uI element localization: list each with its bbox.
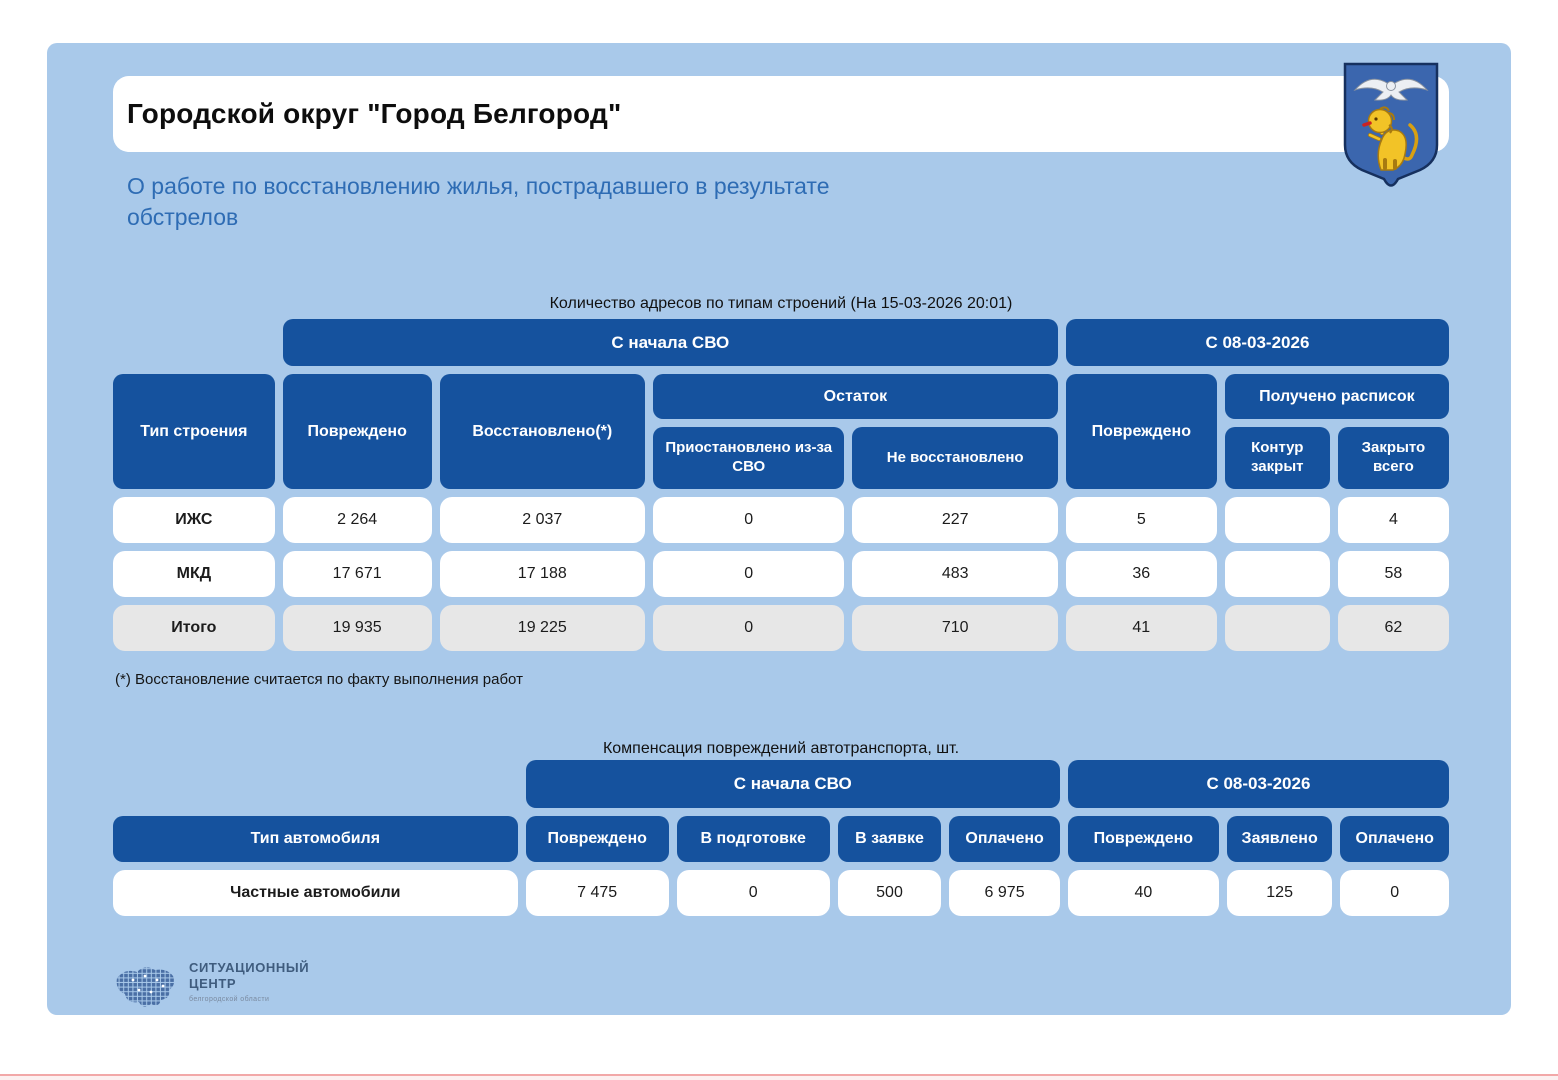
cell-mkd-damaged: 17 671 bbox=[282, 551, 432, 597]
bottom-accent-line bbox=[0, 1074, 1558, 1076]
cell-cars-declared: 125 bbox=[1226, 870, 1333, 916]
vehicles-table-title: Компенсация повреждений автотранспорта, … bbox=[602, 740, 960, 757]
cell-total-closed-total: 62 bbox=[1337, 605, 1449, 651]
cell-total-damaged: 19 935 bbox=[282, 605, 432, 651]
col-header-damaged-week: Повреждено bbox=[1067, 816, 1219, 862]
col-header-damaged: Повреждено bbox=[525, 816, 669, 862]
col-header-damaged-week: Повреждено bbox=[1065, 374, 1217, 489]
cell-cars-paid: 6 975 bbox=[949, 870, 1060, 916]
cell-izhs-damaged: 2 264 bbox=[282, 497, 432, 543]
row-total-label: Итого bbox=[113, 605, 275, 651]
page-title: Городской округ "Город Белгород" bbox=[127, 98, 622, 129]
col-header-contour-closed: Контур закрыт bbox=[1224, 427, 1330, 489]
row-mkd-label: МКД bbox=[113, 551, 275, 597]
col-header-in-application: В заявке bbox=[837, 816, 942, 862]
row-private-cars-label: Частные автомобили bbox=[113, 870, 518, 916]
col-header-damaged: Повреждено bbox=[282, 374, 432, 489]
cell-mkd-not-restored: 483 bbox=[852, 551, 1058, 597]
cell-izhs-damaged-week: 5 bbox=[1065, 497, 1217, 543]
col-header-paid: Оплачено bbox=[949, 816, 1060, 862]
cell-izhs-not-restored: 227 bbox=[852, 497, 1058, 543]
cell-total-damaged-week: 41 bbox=[1065, 605, 1217, 651]
report-card: Городской округ "Город Белгород" bbox=[47, 43, 1511, 1015]
region-map-icon bbox=[116, 967, 175, 1007]
col-header-suspended: Приостановлено из-за СВО bbox=[652, 427, 845, 489]
vehicles-table: С начала СВО С 08-03-2026 Тип автомобиля… bbox=[113, 760, 1449, 916]
col-header-declared: Заявлено bbox=[1226, 816, 1333, 862]
logo-subtitle: белгородской области bbox=[189, 995, 270, 1003]
group-header-since-date: С 08-03-2026 bbox=[1067, 760, 1449, 808]
cell-izhs-closed-total: 4 bbox=[1337, 497, 1449, 543]
title-bar: Городской округ "Город Белгород" bbox=[113, 76, 1449, 152]
col-header-restored: Восстановлено(*) bbox=[439, 374, 645, 489]
cell-mkd-suspended: 0 bbox=[652, 551, 845, 597]
cell-izhs-contour-closed bbox=[1224, 497, 1330, 543]
cell-mkd-closed-total: 58 bbox=[1337, 551, 1449, 597]
col-header-in-preparation: В подготовке bbox=[676, 816, 830, 862]
cell-mkd-restored: 17 188 bbox=[439, 551, 645, 597]
col-header-remainder: Остаток bbox=[652, 374, 1058, 419]
bottom-accent-tint bbox=[0, 1076, 1558, 1080]
cell-total-suspended: 0 bbox=[652, 605, 845, 651]
col-header-building-type: Тип строения bbox=[113, 374, 275, 489]
group-header-since-svo: С начала СВО bbox=[525, 760, 1060, 808]
col-header-not-restored: Не восстановлено bbox=[852, 427, 1058, 489]
col-header-closed-total: Закрыто всего bbox=[1337, 427, 1449, 489]
cell-cars-in-application: 500 bbox=[837, 870, 942, 916]
col-header-vehicle-type: Тип автомобиля bbox=[113, 816, 518, 862]
cell-cars-damaged-week: 40 bbox=[1067, 870, 1219, 916]
logo-title-line2: ЦЕНТР bbox=[189, 976, 237, 992]
cell-total-not-restored: 710 bbox=[852, 605, 1058, 651]
row-izhs-label: ИЖС bbox=[113, 497, 275, 543]
buildings-table-title: Количество адресов по типам строений (На… bbox=[549, 295, 1013, 312]
cell-cars-paid-week: 0 bbox=[1340, 870, 1449, 916]
cell-mkd-contour-closed bbox=[1224, 551, 1330, 597]
cell-cars-damaged: 7 475 bbox=[525, 870, 669, 916]
cell-total-contour-closed bbox=[1224, 605, 1330, 651]
col-header-receipts: Получено расписок bbox=[1224, 374, 1449, 419]
logo-title-line1: СИТУАЦИОННЫЙ bbox=[189, 960, 310, 975]
group-header-since-svo: С начала СВО bbox=[282, 319, 1058, 366]
col-header-paid-week: Оплачено bbox=[1340, 816, 1449, 862]
belgorod-coat-of-arms-icon bbox=[1342, 61, 1440, 187]
cell-total-restored: 19 225 bbox=[439, 605, 645, 651]
buildings-table: С начала СВО С 08-03-2026 Тип строения П… bbox=[113, 319, 1449, 651]
cell-izhs-restored: 2 037 bbox=[439, 497, 645, 543]
cell-cars-in-preparation: 0 bbox=[676, 870, 830, 916]
cell-izhs-suspended: 0 bbox=[652, 497, 845, 543]
report-subtitle: О работе по восстановлению жилья, постра… bbox=[127, 173, 830, 230]
situation-center-logo: СИТУАЦИОННЫЙ ЦЕНТР белгородской области bbox=[115, 960, 309, 1010]
group-header-since-date: С 08-03-2026 bbox=[1065, 319, 1449, 366]
buildings-table-footnote: (*) Восстановление считается по факту вы… bbox=[115, 671, 523, 688]
cell-mkd-damaged-week: 36 bbox=[1065, 551, 1217, 597]
